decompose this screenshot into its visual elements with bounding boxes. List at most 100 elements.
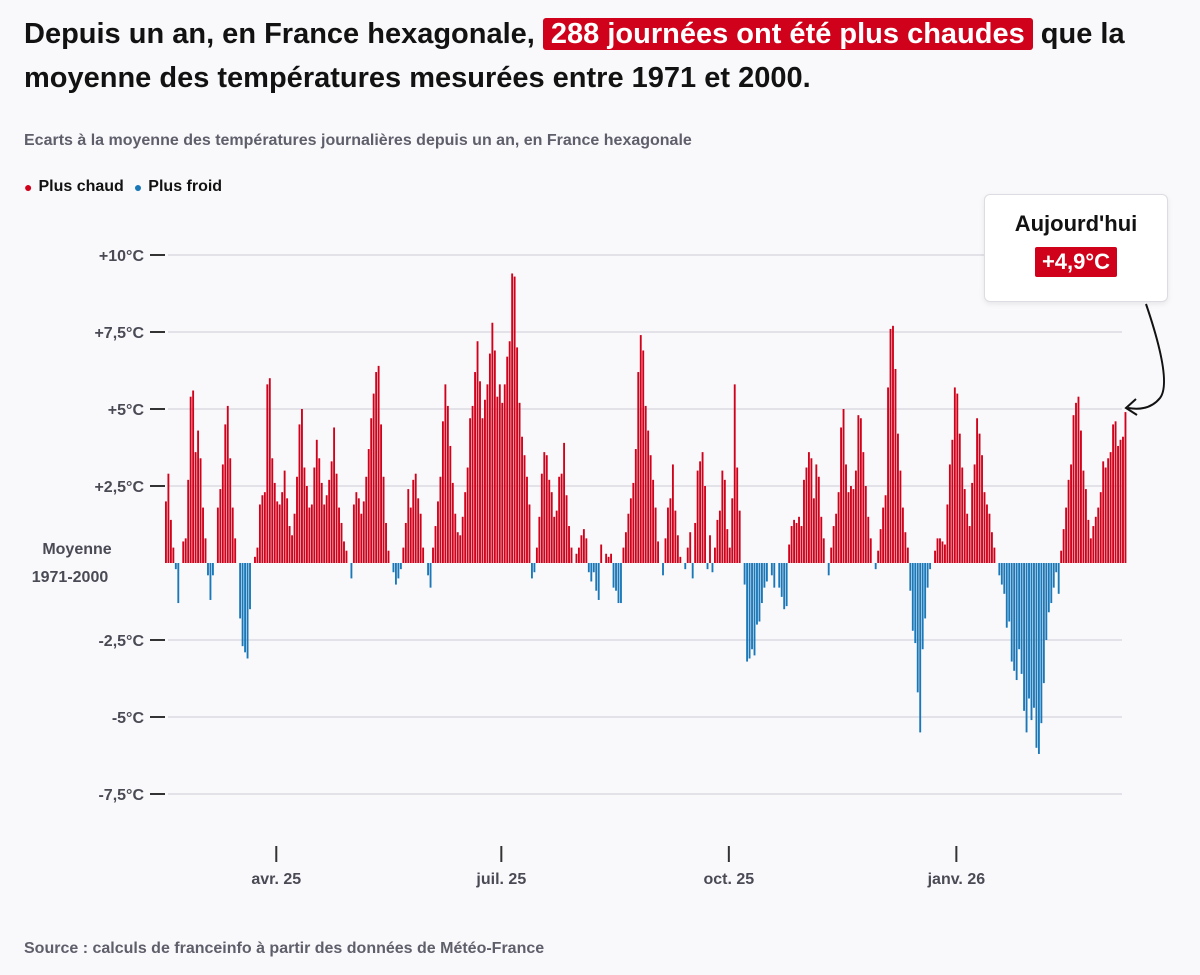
bar-warm: [840, 427, 842, 563]
title-text-end: que la moyenne des températures mesurées…: [24, 18, 1125, 94]
bar-warm: [570, 547, 573, 563]
bar-warm: [1082, 470, 1085, 563]
y-tick-label: -2,5°C: [98, 633, 144, 650]
bar-warm: [904, 532, 907, 563]
bar-warm: [446, 405, 449, 563]
bar-warm: [983, 492, 986, 563]
bar-warm: [1112, 424, 1115, 563]
y-tick-label: -7,5°C: [98, 787, 144, 804]
bar-warm: [701, 452, 704, 563]
bar-warm: [726, 529, 729, 563]
bar-warm: [318, 458, 321, 563]
legend-item-cold: ● Plus froid: [134, 178, 222, 196]
bar-warm: [830, 547, 833, 563]
bar-warm: [310, 504, 313, 563]
bar-warm: [291, 535, 293, 563]
bar-warm: [298, 424, 301, 563]
bar-cold: [662, 563, 664, 576]
bar-warm: [412, 479, 415, 563]
bar-warm: [585, 538, 588, 563]
bar-warm: [224, 424, 227, 563]
bar-warm: [204, 538, 207, 563]
bar-warm: [370, 418, 373, 563]
x-tick-label: oct. 25: [704, 871, 755, 888]
bar-warm: [432, 547, 434, 563]
bar-warm: [978, 433, 981, 563]
bar-warm: [897, 433, 899, 563]
bar-warm: [360, 513, 363, 563]
bar-warm: [441, 421, 444, 563]
bar-warm: [439, 476, 442, 563]
bar-warm: [714, 547, 716, 563]
bar-warm: [513, 276, 516, 563]
bar-warm: [528, 504, 531, 563]
y-tick-label: +2,5°C: [94, 479, 144, 496]
callout-arrowhead-icon: [1124, 398, 1138, 416]
bar-cold: [909, 563, 912, 591]
bar-cold: [1037, 563, 1040, 754]
bar-cold: [394, 563, 397, 585]
bar-cold: [1025, 563, 1028, 733]
bar-warm: [1080, 430, 1082, 563]
bar-warm: [508, 341, 511, 563]
bar-cold: [211, 563, 214, 576]
bar-cold: [615, 563, 617, 591]
bar-warm: [182, 541, 185, 563]
bar-cold: [1040, 563, 1043, 724]
bar-warm: [352, 504, 355, 563]
bar-cold: [1008, 563, 1011, 622]
bar-warm: [417, 498, 420, 563]
bar-warm: [419, 513, 422, 563]
bar-warm: [521, 436, 523, 563]
bar-cold: [914, 563, 917, 644]
bar-warm: [805, 467, 808, 563]
bar-warm: [664, 538, 667, 563]
bar-warm: [486, 384, 489, 563]
bar-warm: [1104, 467, 1107, 563]
bar-warm: [301, 409, 303, 563]
bar-warm: [357, 498, 360, 563]
bar-warm: [538, 516, 541, 563]
bar-warm: [451, 482, 454, 563]
bar-warm: [449, 445, 452, 563]
bar-warm: [568, 526, 570, 563]
bar-warm: [503, 384, 506, 563]
bar-warm: [563, 442, 566, 563]
bar-warm: [696, 470, 699, 563]
bar-warm: [699, 461, 702, 563]
bar-warm: [600, 544, 603, 563]
bar-cold: [706, 563, 709, 570]
bar-warm: [894, 368, 897, 563]
bar-warm: [686, 547, 689, 563]
bar-warm: [936, 538, 939, 563]
bar-warm: [488, 353, 491, 563]
bar-warm: [667, 507, 669, 563]
bar-warm: [961, 467, 964, 563]
bar-warm: [639, 335, 642, 563]
bar-warm: [278, 504, 281, 563]
bar-warm: [899, 470, 902, 563]
bar-warm: [948, 464, 951, 563]
bar-warm: [540, 473, 543, 563]
bar-warm: [491, 322, 494, 563]
bar-warm: [268, 378, 271, 563]
bar-warm: [288, 526, 291, 563]
bar-cold: [1045, 563, 1048, 640]
legend-dot-warm-icon: ●: [24, 179, 33, 195]
bar-warm: [558, 476, 561, 563]
bar-warm: [956, 393, 959, 563]
bar-warm: [901, 507, 904, 563]
bar-cold: [929, 563, 932, 570]
bar-warm: [582, 529, 585, 563]
bar-warm: [1094, 516, 1097, 563]
bar-cold: [244, 563, 247, 653]
bar-warm: [323, 504, 326, 563]
legend-label-warm: Plus chaud: [38, 178, 124, 195]
bar-warm: [303, 467, 306, 563]
x-axis: avr. 25 juil. 25 oct. 25 janv. 26: [251, 846, 985, 888]
bar-cold: [1020, 563, 1023, 674]
bar-warm: [1072, 415, 1075, 563]
bar-cold: [1052, 563, 1055, 588]
bar-warm: [941, 541, 944, 563]
bar-warm: [815, 464, 818, 563]
